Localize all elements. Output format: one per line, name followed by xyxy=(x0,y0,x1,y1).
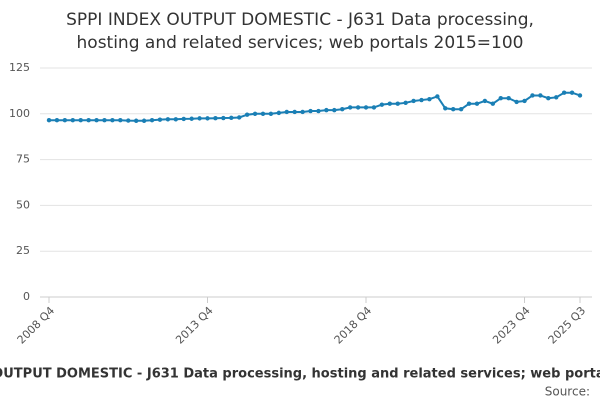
point xyxy=(110,118,115,123)
point xyxy=(189,116,194,121)
point xyxy=(355,105,361,110)
point xyxy=(260,111,266,117)
point xyxy=(490,101,496,106)
x-tick-label: 2018 Q4 xyxy=(332,304,375,347)
point xyxy=(332,107,337,113)
point xyxy=(133,118,139,123)
point xyxy=(395,101,400,106)
point xyxy=(149,118,155,123)
point xyxy=(324,107,329,113)
point xyxy=(62,118,68,123)
point xyxy=(347,105,353,110)
y-tick-label: 0 xyxy=(23,290,30,303)
point xyxy=(94,118,99,123)
point xyxy=(316,108,321,114)
point xyxy=(530,93,535,98)
x-tick-label: 2013 Q4 xyxy=(173,304,216,347)
point xyxy=(213,115,218,121)
point xyxy=(268,111,274,117)
point xyxy=(498,96,503,101)
point xyxy=(102,118,107,123)
point xyxy=(569,90,575,95)
point xyxy=(474,101,480,106)
point xyxy=(363,105,369,110)
y-tick-label: 100 xyxy=(9,107,30,120)
point xyxy=(284,109,289,115)
point xyxy=(70,118,75,123)
point xyxy=(126,118,131,123)
point xyxy=(387,101,392,106)
y-tick-label: 125 xyxy=(9,61,30,74)
point xyxy=(229,115,234,121)
point xyxy=(46,118,52,123)
chart-title: hosting and related services; web portal… xyxy=(77,33,524,53)
point xyxy=(443,106,448,111)
x-tick-label: 2025 Q3 xyxy=(546,304,589,347)
point xyxy=(252,111,258,117)
point xyxy=(411,98,416,104)
point xyxy=(181,116,186,122)
point xyxy=(554,95,559,100)
point xyxy=(371,105,377,110)
source: Source: xyxy=(545,385,590,399)
x-tick-label: 2008 Q4 xyxy=(15,304,58,347)
point xyxy=(538,93,543,98)
point xyxy=(54,118,60,123)
point xyxy=(403,100,408,106)
point xyxy=(435,94,440,99)
point xyxy=(419,97,424,103)
point xyxy=(308,108,313,114)
point xyxy=(300,109,305,115)
point xyxy=(466,101,472,106)
point xyxy=(86,118,91,123)
point xyxy=(546,96,551,101)
point xyxy=(118,118,123,123)
x-tick-label: 2023 Q4 xyxy=(490,304,533,347)
point xyxy=(244,112,250,117)
point xyxy=(197,116,202,121)
point xyxy=(506,96,511,101)
point xyxy=(379,102,385,107)
point xyxy=(340,107,345,112)
point xyxy=(577,93,583,98)
point xyxy=(205,116,210,121)
point xyxy=(78,118,83,123)
point xyxy=(450,107,456,112)
point xyxy=(276,110,282,116)
point xyxy=(458,107,464,112)
point xyxy=(514,99,519,105)
y-tick-label: 75 xyxy=(16,153,30,166)
point xyxy=(173,117,179,122)
point xyxy=(522,98,527,104)
point xyxy=(157,117,163,122)
caption: SPPI INDEX OUTPUT DOMESTIC - J631 Data p… xyxy=(0,367,600,382)
chart-title: SPPI INDEX OUTPUT DOMESTIC - J631 Data p… xyxy=(66,10,534,30)
point xyxy=(141,118,147,123)
y-tick-label: 25 xyxy=(16,244,30,257)
y-tick-label: 50 xyxy=(16,198,30,211)
point xyxy=(237,115,242,120)
point xyxy=(221,115,226,121)
point xyxy=(292,109,297,115)
point xyxy=(427,96,432,102)
point xyxy=(165,117,171,122)
point xyxy=(482,98,488,104)
point xyxy=(561,90,567,95)
